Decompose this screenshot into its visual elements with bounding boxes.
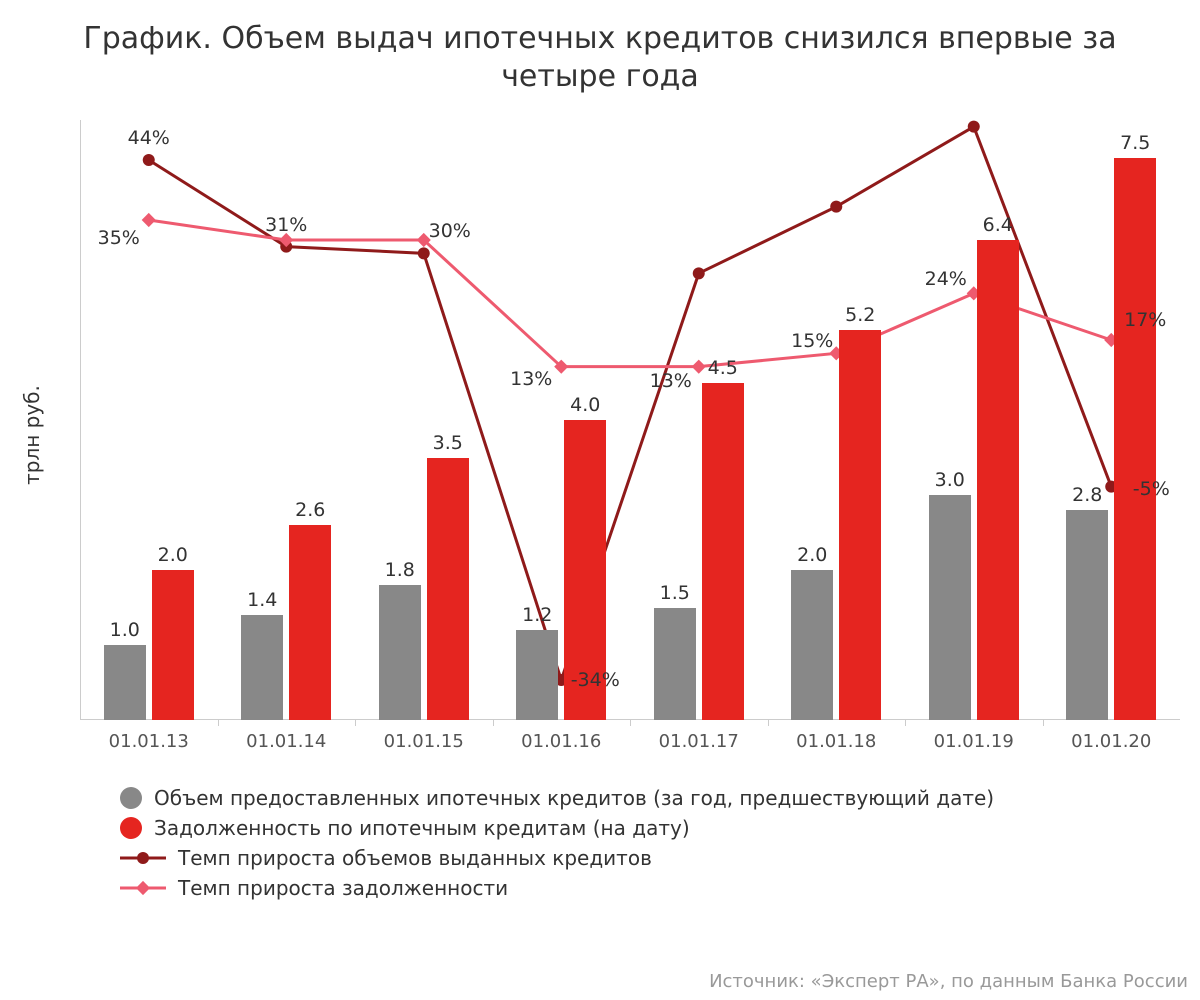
bar-value-label: 1.0 xyxy=(110,619,140,645)
x-tick-label: 01.01.14 xyxy=(246,731,326,752)
bar-value-label: 3.0 xyxy=(935,469,965,495)
line-value-label: 15% xyxy=(791,330,833,352)
x-tick xyxy=(1043,720,1044,726)
y-axis-label: трлн руб. xyxy=(20,375,50,495)
x-tick xyxy=(355,720,356,726)
bar-volume xyxy=(104,645,146,720)
legend-marker xyxy=(120,817,142,839)
line-value-label: 13% xyxy=(650,370,692,392)
bar-volume xyxy=(1066,510,1108,720)
bar-debt xyxy=(977,240,1019,720)
line-value-label: -34% xyxy=(571,669,620,691)
x-tick xyxy=(768,720,769,726)
bar-value-label: 4.0 xyxy=(570,394,600,420)
x-tick-label: 01.01.20 xyxy=(1071,731,1151,752)
legend-marker xyxy=(120,847,166,869)
line-value-label: 31% xyxy=(265,214,307,236)
bar-value-label: 4.5 xyxy=(708,357,738,383)
line-marker xyxy=(693,267,705,279)
line-marker xyxy=(143,154,155,166)
line-value-label: 24% xyxy=(925,268,967,290)
legend-label: Объем предоставленных ипотечных кредитов… xyxy=(154,786,994,810)
bar-volume xyxy=(929,495,971,720)
legend-label: Темп прироста объемов выданных кредитов xyxy=(178,846,652,870)
x-tick-label: 01.01.19 xyxy=(934,731,1014,752)
bar-debt xyxy=(702,383,744,721)
line-value-label: 13% xyxy=(510,368,552,390)
legend-item: Темп прироста задолженности xyxy=(120,876,1120,900)
bar-volume xyxy=(791,570,833,720)
legend-marker xyxy=(120,877,166,899)
bar-value-label: 2.0 xyxy=(158,544,188,570)
line-value-label: 44% xyxy=(128,127,170,149)
bar-value-label: 1.4 xyxy=(247,589,277,615)
bar-volume xyxy=(516,630,558,720)
bar-value-label: 2.6 xyxy=(295,499,325,525)
line-marker xyxy=(418,247,430,259)
line-marker xyxy=(692,360,706,374)
legend-marker xyxy=(120,787,142,809)
bar-debt xyxy=(289,525,331,720)
x-tick-label: 01.01.17 xyxy=(659,731,739,752)
x-tick-label: 01.01.16 xyxy=(521,731,601,752)
x-tick xyxy=(630,720,631,726)
bar-value-label: 7.5 xyxy=(1120,132,1150,158)
line-value-label: 30% xyxy=(429,220,471,242)
bar-volume xyxy=(379,585,421,720)
bar-value-label: 1.8 xyxy=(385,559,415,585)
bar-value-label: 3.5 xyxy=(433,432,463,458)
bar-debt xyxy=(427,458,469,721)
line-marker xyxy=(968,121,980,133)
line-value-label: 35% xyxy=(98,227,140,249)
bar-debt xyxy=(152,570,194,720)
line-value-label: -5% xyxy=(1133,478,1170,500)
legend-item: Задолженность по ипотечным кредитам (на … xyxy=(120,816,1120,840)
bar-volume xyxy=(241,615,283,720)
plot-area: 01.01.131.02.001.01.141.42.601.01.151.83… xyxy=(80,120,1180,720)
bar-value-label: 1.5 xyxy=(660,582,690,608)
bar-debt xyxy=(839,330,881,720)
x-tick xyxy=(218,720,219,726)
line-marker xyxy=(830,201,842,213)
bar-value-label: 5.2 xyxy=(845,304,875,330)
x-tick xyxy=(905,720,906,726)
legend-item: Темп прироста объемов выданных кредитов xyxy=(120,846,1120,870)
source-text: Источник: «Эксперт РА», по данным Банка … xyxy=(709,971,1188,992)
chart-container: График. Объем выдач ипотечных кредитов с… xyxy=(0,0,1200,1000)
legend: Объем предоставленных ипотечных кредитов… xyxy=(120,780,1120,906)
line-marker xyxy=(142,213,156,227)
bar-debt xyxy=(1114,158,1156,721)
bar-value-label: 2.8 xyxy=(1072,484,1102,510)
bar-value-label: 1.2 xyxy=(522,604,552,630)
chart-title: График. Объем выдач ипотечных кредитов с… xyxy=(0,0,1200,105)
line-value-label: 17% xyxy=(1124,309,1166,331)
bar-value-label: 2.0 xyxy=(797,544,827,570)
x-tick-label: 01.01.18 xyxy=(796,731,876,752)
legend-item: Объем предоставленных ипотечных кредитов… xyxy=(120,786,1120,810)
x-tick-label: 01.01.13 xyxy=(109,731,189,752)
x-tick xyxy=(493,720,494,726)
x-tick-label: 01.01.15 xyxy=(384,731,464,752)
bar-volume xyxy=(654,608,696,721)
legend-label: Задолженность по ипотечным кредитам (на … xyxy=(154,816,690,840)
bar-value-label: 6.4 xyxy=(983,214,1013,240)
legend-label: Темп прироста задолженности xyxy=(178,876,508,900)
